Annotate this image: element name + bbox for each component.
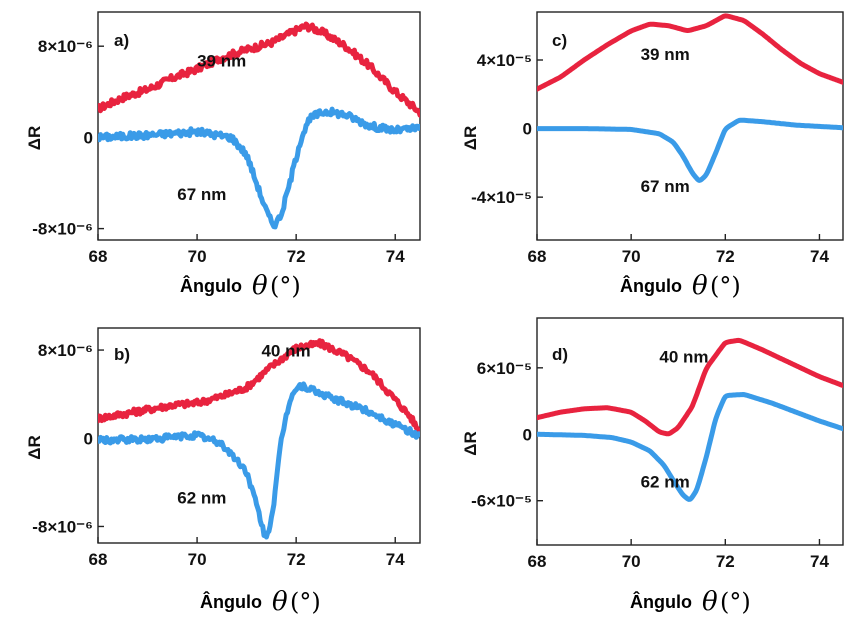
series-line-red bbox=[98, 338, 420, 436]
x-tick-label: 70 bbox=[622, 247, 641, 266]
panel-label: a) bbox=[114, 31, 129, 50]
chart-panel-a: 68 70 72 74 8×10⁻⁶ 0 -8×10⁻⁶ ΔR a) 39 nm 67 nm Ângu… bbox=[25, 11, 421, 301]
series-annotation: 40 nm bbox=[659, 347, 708, 366]
x-axis-symbol: θ bbox=[702, 587, 718, 617]
series-annotation: 62 nm bbox=[177, 488, 226, 507]
x-tick-label: 70 bbox=[622, 552, 641, 571]
y-tick-label: -8×10⁻⁶ bbox=[32, 220, 93, 239]
x-tick-label: 70 bbox=[188, 550, 207, 569]
series-annotation: 62 nm bbox=[641, 472, 690, 491]
x-axis-label: Ângulo bbox=[630, 591, 692, 612]
x-tick-label: 72 bbox=[287, 247, 306, 266]
x-axis-unit: (°) bbox=[720, 588, 751, 616]
panel-label: c) bbox=[552, 31, 567, 50]
y-tick-label: 0 bbox=[523, 425, 532, 444]
y-axis-label: ΔR bbox=[25, 435, 44, 460]
chart-panel-d: 68 70 72 74 6×10⁻⁵ 0 -6×10⁻⁵ ΔR d) 40 nm 62 nm Ângu… bbox=[461, 317, 844, 617]
x-axis-symbol: θ bbox=[272, 587, 288, 617]
series-annotation: 40 nm bbox=[261, 342, 310, 361]
y-tick-label: 4×10⁻⁵ bbox=[477, 51, 532, 70]
x-tick-label: 74 bbox=[810, 247, 829, 266]
series-line-red bbox=[98, 21, 420, 118]
series-line-blue bbox=[98, 106, 420, 230]
panel-label: d) bbox=[552, 345, 568, 364]
x-tick-label: 72 bbox=[716, 552, 735, 571]
x-tick-label: 74 bbox=[386, 550, 405, 569]
x-axis-label: Ângulo bbox=[620, 275, 682, 296]
series-line-red bbox=[537, 337, 843, 437]
y-tick-label: -8×10⁻⁶ bbox=[32, 517, 93, 536]
y-axis-label: ΔR bbox=[461, 126, 480, 151]
series-line-blue bbox=[537, 392, 843, 502]
x-tick-label: 74 bbox=[810, 552, 829, 571]
y-tick-label: 8×10⁻⁶ bbox=[38, 37, 93, 56]
series-annotation: 67 nm bbox=[641, 177, 690, 196]
y-tick-label: 0 bbox=[84, 429, 93, 448]
chart-panel-c: 68 70 72 74 4×10⁻⁵ 0 -4×10⁻⁵ ΔR c) 39 nm 67 nm Ângu… bbox=[461, 11, 844, 301]
x-tick-label: 72 bbox=[716, 247, 735, 266]
x-tick-label: 74 bbox=[386, 247, 405, 266]
series-line-blue bbox=[98, 381, 420, 540]
x-tick-label: 70 bbox=[188, 247, 207, 266]
x-axis-unit: (°) bbox=[290, 588, 321, 616]
x-axis-symbol: θ bbox=[252, 271, 268, 301]
x-axis-unit: (°) bbox=[710, 272, 741, 300]
x-tick-label: 68 bbox=[528, 247, 547, 266]
y-tick-label: 0 bbox=[84, 128, 93, 147]
x-axis-label: Ângulo bbox=[200, 591, 262, 612]
y-tick-label: -6×10⁻⁵ bbox=[471, 492, 532, 511]
y-tick-label: 0 bbox=[523, 120, 532, 139]
x-tick-label: 72 bbox=[287, 550, 306, 569]
chart-panel-b: 68 70 72 74 8×10⁻⁶ 0 -8×10⁻⁶ ΔR b) 40 nm 62 nm Ângu… bbox=[25, 327, 421, 617]
plot-frame bbox=[536, 317, 844, 546]
panel-label: b) bbox=[114, 345, 130, 364]
x-axis-unit: (°) bbox=[270, 272, 301, 300]
y-tick-label: 6×10⁻⁵ bbox=[477, 359, 532, 378]
y-axis-label: ΔR bbox=[461, 431, 480, 456]
series-annotation: 39 nm bbox=[641, 45, 690, 64]
series-line-red bbox=[537, 13, 843, 92]
y-tick-label: -4×10⁻⁵ bbox=[471, 188, 532, 207]
y-axis-label: ΔR bbox=[25, 126, 44, 151]
series-annotation: 39 nm bbox=[197, 52, 246, 71]
y-tick-label: 8×10⁻⁶ bbox=[38, 341, 93, 360]
x-tick-label: 68 bbox=[89, 550, 108, 569]
x-axis-symbol: θ bbox=[692, 271, 708, 301]
series-annotation: 67 nm bbox=[177, 185, 226, 204]
x-axis-label: Ângulo bbox=[180, 275, 242, 296]
x-tick-label: 68 bbox=[89, 247, 108, 266]
x-tick-label: 68 bbox=[528, 552, 547, 571]
series-line-blue bbox=[537, 117, 843, 183]
